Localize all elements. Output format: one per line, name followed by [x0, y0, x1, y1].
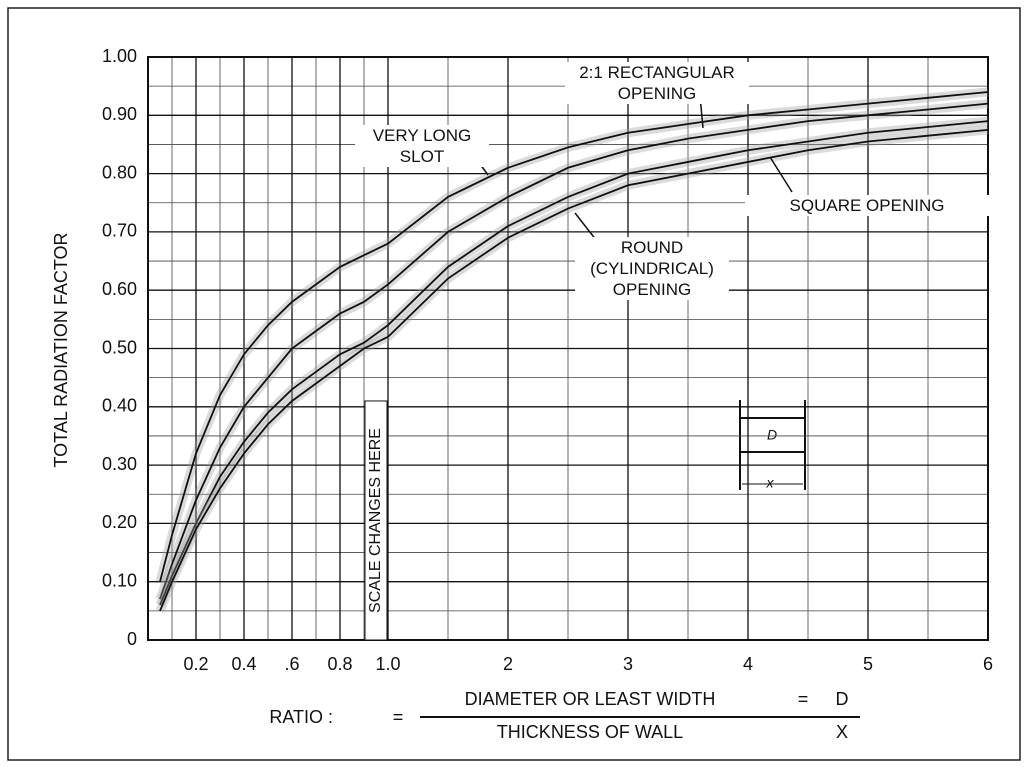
- y-tick-label: 0.30: [102, 454, 137, 474]
- y-tick-label: 0.80: [102, 162, 137, 182]
- x-tick-label: 1.0: [375, 654, 400, 674]
- x-label-equals: =: [393, 707, 404, 727]
- annotation-box: [364, 400, 388, 641]
- x-label-x: X: [836, 722, 848, 742]
- series-label: SQUARE OPENING: [745, 195, 989, 216]
- x-tick-label: 2: [503, 654, 513, 674]
- series-label: VERY LONG SLOT: [355, 125, 489, 167]
- y-tick-label: 0.70: [102, 221, 137, 241]
- y-tick-label: 0.50: [102, 337, 137, 357]
- inset-diagram: [739, 400, 806, 490]
- x-label-d: D: [836, 689, 849, 709]
- y-axis-label: TOTAL RADIATION FACTOR: [51, 232, 71, 467]
- x-tick-label: 0.4: [231, 654, 256, 674]
- curve: [159, 120, 989, 606]
- plot-border: [147, 56, 989, 641]
- x-label-denominator: THICKNESS OF WALL: [497, 722, 683, 742]
- y-tick-label: 0.90: [102, 104, 137, 124]
- y-tick-label: 0.20: [102, 512, 137, 532]
- x-label-numerator: DIAMETER OR LEAST WIDTH: [465, 689, 716, 709]
- y-tick-label: 0: [127, 629, 137, 649]
- x-tick-label: 0.2: [183, 654, 208, 674]
- x-tick-label: 0.8: [327, 654, 352, 674]
- series-label: 2:1 RECTANGULAR OPENING: [565, 62, 749, 104]
- annotation: SCALE CHANGES HERE: [367, 428, 384, 613]
- band-line: [155, 99, 989, 601]
- y-tick-label: 0.40: [102, 396, 137, 416]
- frame: [7, 7, 1021, 761]
- curve: [159, 102, 989, 600]
- x-tick-label: .6: [284, 654, 299, 674]
- inset-d: D: [767, 427, 777, 443]
- x-tick-label: 3: [623, 654, 633, 674]
- x-tick-label: 4: [743, 654, 753, 674]
- leader-line: [769, 156, 793, 193]
- curve: [159, 128, 989, 612]
- x-tick-label: 6: [983, 654, 993, 674]
- series-label: ROUND (CYLINDRICAL) OPENING: [575, 237, 729, 300]
- x-label-equals: =: [798, 689, 809, 709]
- x-tick-label: 5: [863, 654, 873, 674]
- y-tick-label: 0.10: [102, 570, 137, 590]
- y-tick-label: 1.00: [102, 46, 137, 66]
- curve: [159, 91, 989, 582]
- y-tick-label: 0.60: [102, 279, 137, 299]
- x-label-prefix: RATIO :: [269, 707, 333, 727]
- inset-x: x: [766, 475, 775, 491]
